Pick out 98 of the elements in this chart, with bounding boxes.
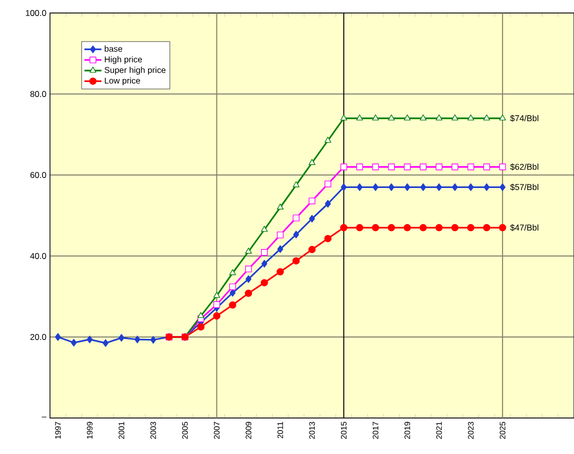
point xyxy=(324,180,332,188)
point xyxy=(436,164,442,170)
point xyxy=(340,183,347,191)
legend-label: base xyxy=(104,46,122,52)
point xyxy=(467,224,474,232)
point xyxy=(260,279,268,286)
point xyxy=(483,224,490,232)
point xyxy=(499,114,506,120)
point xyxy=(309,214,315,223)
point xyxy=(498,224,506,232)
point xyxy=(356,183,363,191)
point xyxy=(308,198,316,204)
point xyxy=(276,268,284,276)
point xyxy=(388,183,394,191)
point xyxy=(244,290,252,297)
point xyxy=(435,224,443,232)
y-tick-label: 100.0 xyxy=(26,10,46,16)
point xyxy=(451,224,459,232)
point xyxy=(404,114,411,120)
point xyxy=(483,114,490,120)
legend-label: Low price xyxy=(104,77,140,86)
y-tick-label: 20.0 xyxy=(30,334,46,340)
point xyxy=(356,164,363,170)
point xyxy=(292,181,300,188)
point xyxy=(276,232,284,238)
point xyxy=(420,183,426,191)
point xyxy=(54,333,61,341)
point xyxy=(468,183,474,191)
point xyxy=(118,334,124,342)
point xyxy=(499,164,506,170)
point xyxy=(150,336,156,344)
point xyxy=(260,226,268,232)
point xyxy=(261,260,268,268)
point xyxy=(246,275,252,283)
point xyxy=(356,114,364,120)
y-tick-label: – xyxy=(42,416,46,418)
point xyxy=(420,114,427,120)
point xyxy=(436,114,442,120)
point xyxy=(324,136,332,143)
point xyxy=(356,224,364,232)
point xyxy=(228,301,236,309)
annotation: $62/Bbl xyxy=(510,163,538,170)
point xyxy=(324,200,331,208)
point xyxy=(229,269,236,276)
point xyxy=(404,164,411,170)
legend-label: Super high price xyxy=(104,66,166,75)
point xyxy=(340,164,348,170)
point xyxy=(324,234,332,242)
point xyxy=(467,114,474,120)
y-tick-label: 80.0 xyxy=(30,91,46,97)
point xyxy=(102,339,109,347)
point xyxy=(372,183,378,191)
point xyxy=(500,183,506,191)
annotation: $74/Bbl xyxy=(510,114,538,122)
point xyxy=(292,257,300,264)
point xyxy=(213,301,220,308)
point xyxy=(134,336,140,344)
point xyxy=(86,336,93,344)
point xyxy=(420,224,427,232)
y-tick-label: 60.0 xyxy=(30,172,46,178)
point xyxy=(308,159,316,165)
point xyxy=(372,114,379,120)
point xyxy=(293,230,300,238)
point xyxy=(340,224,348,232)
point xyxy=(452,114,458,120)
point xyxy=(245,248,252,254)
y-tick-label: 40.0 xyxy=(30,253,46,259)
point xyxy=(213,312,220,320)
point xyxy=(245,266,252,272)
point xyxy=(372,224,380,232)
point xyxy=(484,183,490,191)
point xyxy=(197,312,204,318)
point xyxy=(229,283,236,290)
point xyxy=(420,164,426,170)
point xyxy=(388,114,395,120)
point xyxy=(277,245,284,253)
point xyxy=(404,183,410,191)
point xyxy=(452,164,458,170)
point xyxy=(372,164,379,170)
point xyxy=(467,164,474,170)
point xyxy=(388,224,396,232)
point xyxy=(70,338,77,347)
point xyxy=(436,183,442,191)
point xyxy=(292,214,300,222)
point xyxy=(213,292,220,298)
point xyxy=(197,323,204,331)
point xyxy=(230,289,236,297)
point xyxy=(388,164,395,170)
annotation: $47/Bbl xyxy=(510,224,538,232)
point xyxy=(404,224,411,232)
point xyxy=(340,114,348,120)
point xyxy=(261,249,268,256)
point xyxy=(308,246,316,254)
legend-label: High price xyxy=(104,56,142,64)
point xyxy=(452,183,458,191)
point xyxy=(276,204,284,210)
point xyxy=(483,164,490,170)
annotation: $57/Bbl xyxy=(510,184,538,191)
